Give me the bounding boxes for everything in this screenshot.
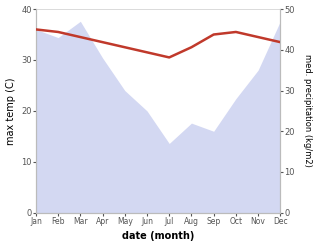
Y-axis label: max temp (C): max temp (C) — [5, 77, 16, 145]
X-axis label: date (month): date (month) — [122, 231, 194, 242]
Y-axis label: med. precipitation (kg/m2): med. precipitation (kg/m2) — [303, 54, 313, 167]
